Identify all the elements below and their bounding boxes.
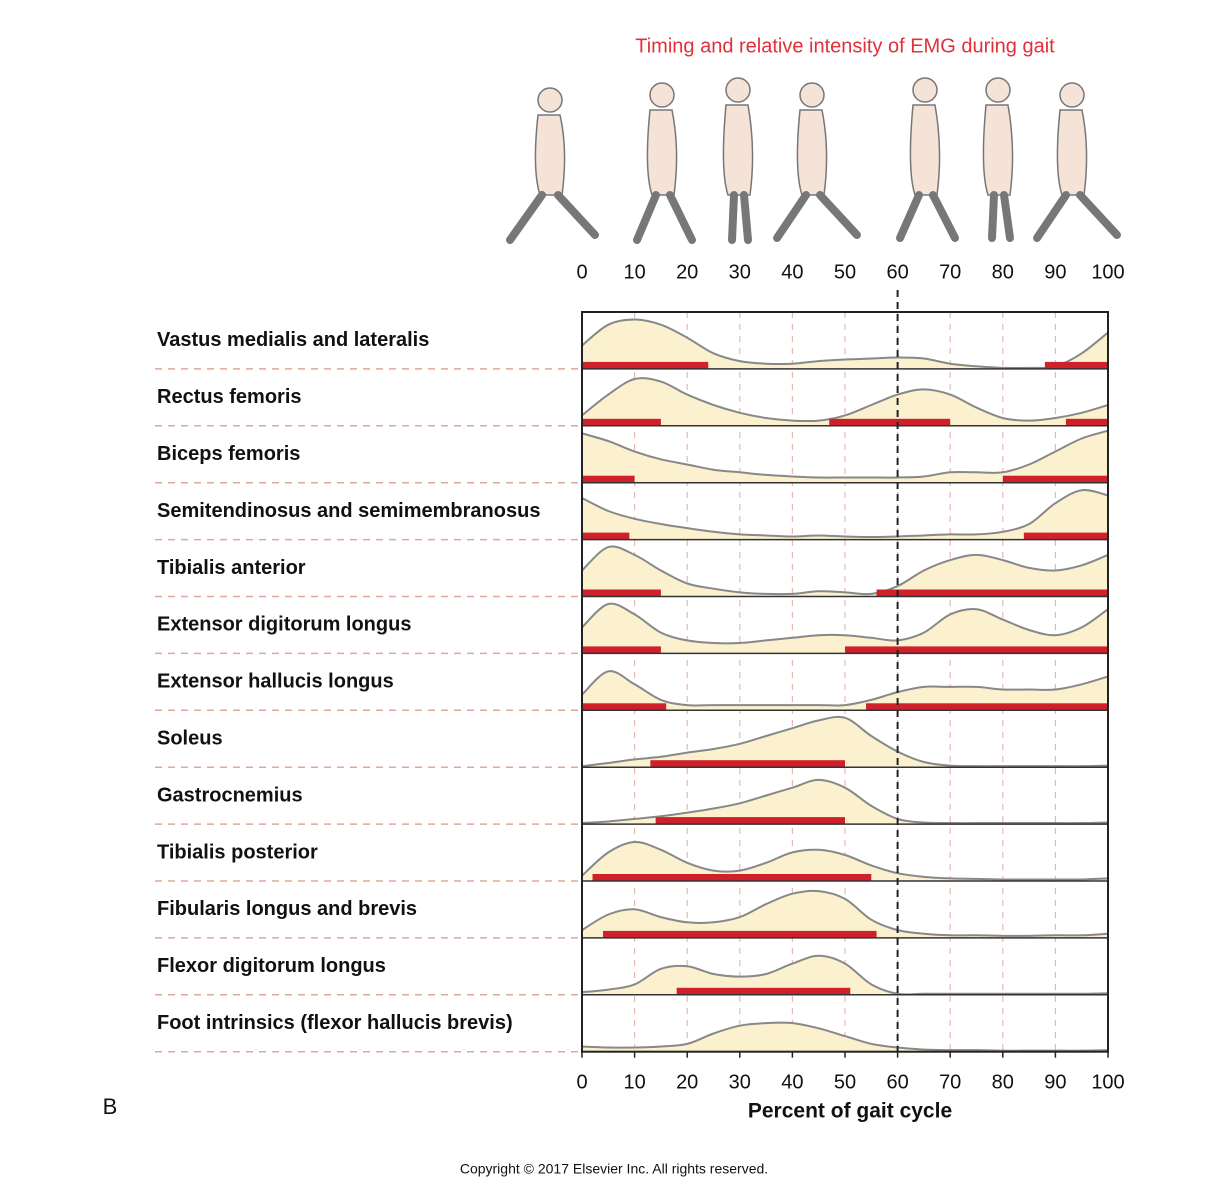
active-bar (582, 532, 630, 540)
muscle-label: Tibialis anterior (157, 557, 306, 579)
x-tick-label-top: 70 (939, 261, 961, 283)
active-bar (582, 646, 661, 654)
emg-curve (581, 489, 1109, 539)
muscle-label: Extensor digitorum longus (157, 614, 411, 636)
emg-area (582, 546, 1108, 597)
emg-curve (581, 778, 1109, 825)
emg-area (582, 779, 1108, 825)
emg-area (582, 671, 1108, 711)
x-tick-label: 0 (576, 1071, 587, 1093)
active-bar (1044, 361, 1108, 369)
active-bar (1023, 532, 1108, 540)
x-axis-label: Percent of gait cycle (748, 1100, 952, 1123)
muscle-label: Flexor digitorum longus (157, 955, 386, 977)
x-tick-label-top: 30 (729, 261, 751, 283)
x-tick-label: 100 (1091, 1071, 1124, 1093)
emg-curve (581, 377, 1109, 423)
emg-curve (581, 670, 1109, 707)
active-bar (866, 703, 1108, 711)
walking-figures (506, 77, 1121, 244)
copyright: Copyright © 2017 Elsevier Inc. All right… (460, 1161, 768, 1177)
muscle-label: Rectus femoris (157, 386, 302, 408)
active-bar (845, 646, 1108, 654)
emg-area (582, 955, 1108, 995)
x-tick-label-top: 0 (576, 261, 587, 283)
chart-title: Timing and relative intensity of EMG dur… (635, 35, 1055, 57)
active-bar (582, 703, 667, 711)
active-bar (676, 987, 851, 995)
x-tick-label-top: 20 (676, 261, 698, 283)
x-tick-label-top: 40 (781, 261, 803, 283)
emg-curve (581, 545, 1109, 596)
muscle-label: Tibialis posterior (157, 841, 318, 863)
active-bar (655, 817, 845, 825)
emg-area (582, 890, 1108, 938)
emg-curve (581, 715, 1109, 768)
active-bar (582, 589, 661, 597)
x-tick-label-top: 50 (834, 261, 856, 283)
muscle-label: Soleus (157, 727, 223, 749)
emg-curve (581, 840, 1109, 881)
x-tick-label: 10 (623, 1071, 645, 1093)
emg-area (582, 716, 1108, 768)
plot-frame (581, 311, 1109, 1053)
active-bar (582, 475, 635, 483)
muscle-label: Semitendinosus and semimembranosus (157, 500, 540, 522)
active-bar (592, 874, 872, 881)
emg-curve (581, 1021, 1109, 1052)
emg-area (582, 319, 1108, 369)
muscle-label: Extensor hallucis longus (157, 671, 394, 693)
active-bar (876, 589, 1108, 597)
x-tick-label: 30 (729, 1071, 751, 1093)
active-bar (603, 930, 877, 938)
emg-curve (581, 429, 1109, 479)
x-tick-label-top: 80 (992, 261, 1014, 283)
x-tick-label: 50 (834, 1071, 856, 1093)
x-tick-label: 40 (781, 1071, 803, 1093)
active-bar (582, 418, 661, 426)
x-tick-label: 20 (676, 1071, 698, 1093)
active-bar (582, 361, 709, 369)
emg-curve (581, 602, 1109, 645)
muscle-label: Vastus medialis and lateralis (157, 329, 429, 351)
emg-area (582, 378, 1108, 426)
muscle-label: Biceps femoris (157, 443, 300, 465)
muscle-label: Fibularis longus and brevis (157, 898, 417, 920)
emg-curve (581, 318, 1109, 370)
active-bar (650, 760, 845, 768)
x-tick-label-top: 10 (623, 261, 645, 283)
active-bar (1002, 475, 1108, 483)
active-bar (1065, 418, 1108, 426)
x-tick-label: 80 (992, 1071, 1014, 1093)
x-tick-label: 90 (1044, 1071, 1066, 1093)
active-bar (829, 418, 951, 426)
muscle-label: Gastrocnemius (157, 784, 303, 806)
x-tick-label-top: 90 (1044, 261, 1066, 283)
panel-letter: B (103, 1094, 118, 1119)
x-tick-label: 70 (939, 1071, 961, 1093)
emg-curve (581, 954, 1109, 996)
emg-area (582, 1022, 1108, 1052)
emg-area (582, 603, 1108, 654)
emg-curve (581, 889, 1109, 937)
x-tick-label-top: 100 (1091, 261, 1124, 283)
x-tick-label-top: 60 (886, 261, 908, 283)
muscle-label: Foot intrinsics (flexor hallucis brevis) (157, 1012, 513, 1034)
x-tick-label: 60 (886, 1071, 908, 1093)
